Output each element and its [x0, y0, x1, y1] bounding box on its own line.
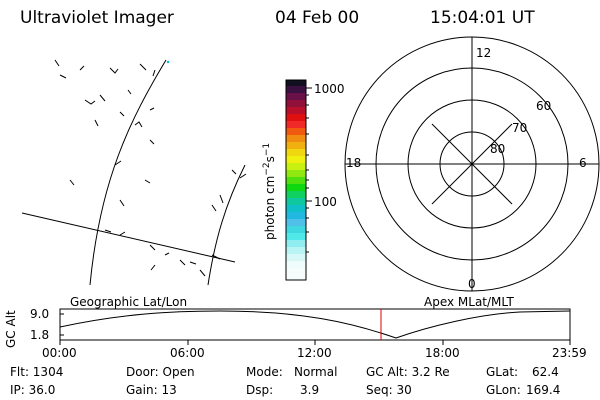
date-label: 04 Feb 00 — [275, 8, 360, 28]
mode-label: Mode: — [246, 365, 283, 379]
dsp-label: Dsp: — [246, 383, 274, 397]
colorbar-unit-label: photon cm−2s−1 — [262, 143, 277, 240]
color-bar — [285, 79, 312, 281]
flight-number: Flt: 1304 — [10, 365, 64, 379]
glon-label: GLon: — [486, 383, 521, 397]
longitude-line — [89, 59, 167, 286]
ytick-top: 9.0 — [30, 307, 50, 321]
ip-value: IP: 36.0 — [10, 383, 56, 397]
latitude-line — [21, 212, 236, 263]
xtick-1200: 12:00 — [297, 346, 332, 360]
glat-value: 62.4 — [532, 365, 559, 379]
geographic-map — [21, 59, 247, 286]
lat-label-80: 80 — [490, 142, 506, 156]
timeline-ylabel: GC Alt — [4, 310, 18, 348]
colorbar-tick-1000: 1000 — [314, 82, 345, 96]
unit-exp1: −2 — [262, 162, 272, 176]
altitude-curve — [59, 310, 571, 339]
mlt-label-12: 12 — [476, 46, 492, 60]
lat-label-70: 70 — [512, 121, 528, 135]
mlt-label-6: 6 — [579, 156, 587, 170]
glat-label: GLat: — [486, 365, 519, 379]
geographic-label: Geographic Lat/Lon — [70, 295, 188, 309]
glon-value: 169.4 — [526, 383, 561, 397]
mlt-label-18: 18 — [346, 156, 362, 170]
xtick-0000: 00:00 — [42, 346, 77, 360]
mode-value: Normal — [294, 365, 338, 379]
sequence-number: Seq: 30 — [366, 383, 412, 397]
altitude-timeline — [59, 308, 571, 345]
dsp-value: 3.9 — [300, 383, 320, 397]
time-label: 15:04:01 UT — [430, 8, 535, 28]
polar-plot — [344, 36, 600, 292]
mlt-label-0: 0 — [468, 277, 476, 291]
xtick-0600: 06:00 — [170, 346, 205, 360]
unit-exp2: −1 — [262, 142, 272, 157]
instrument-title: Ultraviolet Imager — [20, 8, 174, 28]
unit-base: photon cm — [263, 175, 277, 240]
gain-value: Gain: 13 — [126, 383, 177, 397]
coastline — [54, 59, 247, 277]
apex-label: Apex MLat/MLT — [424, 295, 514, 309]
xtick-1800: 18:00 — [425, 346, 460, 360]
colorbar-tick-100: 100 — [314, 195, 337, 209]
lat-label-60: 60 — [536, 99, 552, 113]
gc-altitude: GC Alt: 3.2 Re — [366, 365, 450, 379]
marker-dot — [166, 60, 170, 64]
door-status: Door: Open — [126, 365, 195, 379]
unit-mid: s — [263, 156, 277, 163]
ytick-bottom: 1.8 — [30, 328, 50, 342]
xtick-2359: 23:59 — [552, 346, 587, 360]
longitude-line-right — [207, 164, 246, 286]
